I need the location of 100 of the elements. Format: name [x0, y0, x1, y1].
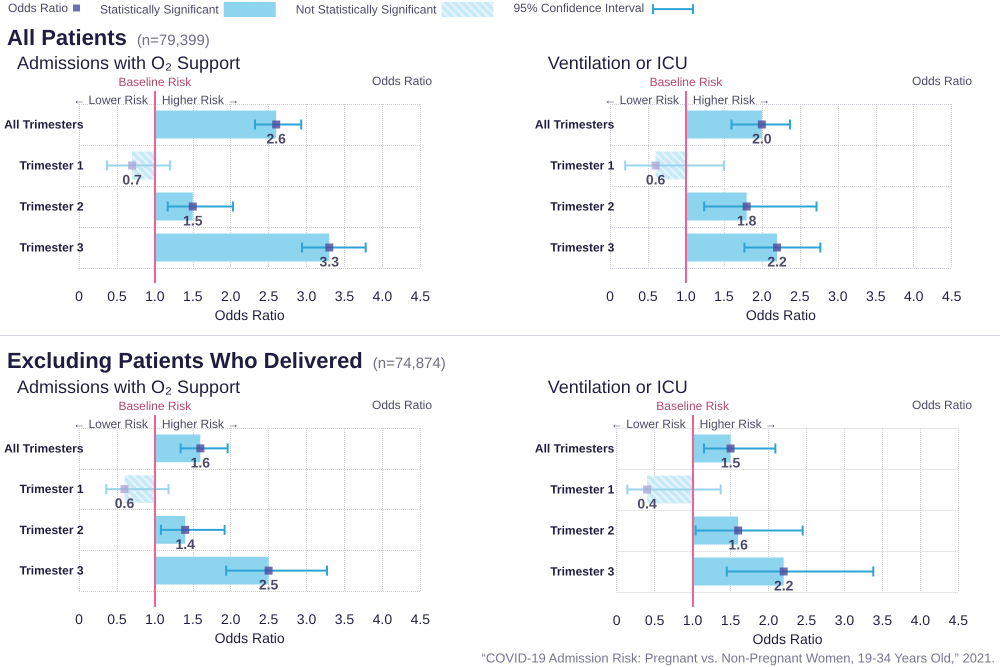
data-label: 0.6 — [114, 495, 134, 512]
ref-line-label: Baseline Risk — [650, 75, 724, 89]
point — [780, 568, 788, 576]
point — [196, 444, 204, 452]
x-tick-label: 0 — [75, 611, 84, 627]
text: All Patients — [7, 25, 127, 50]
text: Odds Ratio — [912, 74, 972, 89]
data-label: 1.5 — [183, 212, 203, 228]
data-label: 2.5 — [258, 576, 279, 593]
legend-label: Statistically Significant — [100, 2, 220, 16]
x-tick-label: 2.0 — [752, 288, 772, 304]
data-label: 0.4 — [637, 496, 658, 512]
y-tick-label: All Trimesters — [534, 118, 615, 132]
data-label: 2.6 — [266, 130, 286, 146]
x-tick-label: 2.0 — [758, 612, 778, 628]
chart-title: Ventilation or ICU — [548, 53, 688, 73]
x-tick-label: 0 — [75, 288, 84, 304]
annotation: ← Lower Risk — [73, 417, 148, 432]
x-tick-label: 0.5 — [107, 611, 127, 627]
data-label: 0.6 — [646, 172, 666, 188]
x-tick-label: 0 — [606, 288, 614, 304]
x-tick-label: 3.0 — [296, 611, 316, 627]
data-label: 1.6 — [190, 454, 210, 470]
point — [726, 444, 735, 452]
annotation: Higher Risk → — [692, 93, 770, 108]
y-tick-label: All Trimesters — [534, 442, 615, 456]
text: Odds Ratio — [372, 74, 432, 89]
legend-label: Odds Ratio — [8, 1, 68, 15]
text: (n=74,874) — [372, 355, 446, 372]
x-axis-title: Odds Ratio — [746, 307, 816, 323]
annotation: ← Lower Risk — [73, 93, 148, 108]
x-tick-label: 0.5 — [644, 612, 665, 628]
y-tick-label: All Trimesters — [4, 118, 84, 132]
x-tick-label: 2.0 — [220, 611, 241, 627]
x-tick-label: 4.5 — [948, 612, 968, 628]
x-tick-label: 4.0 — [372, 611, 392, 627]
x-tick-label: 3.5 — [334, 611, 354, 627]
data-label: 1.5 — [720, 454, 741, 470]
text: “COVID-19 Admission Risk: Pregnant vs. Non-Pregnant Women, 19-34 Years Old,” 2021. — [481, 650, 995, 666]
point — [758, 120, 766, 128]
x-tick-label: 1.0 — [145, 288, 165, 304]
y-tick-label: Trimester 3 — [19, 564, 84, 578]
x-tick-label: 3.5 — [866, 288, 886, 304]
x-tick-label: 2.0 — [220, 288, 241, 304]
x-tick-label: 1.0 — [145, 611, 165, 627]
x-tick-label: 3.5 — [334, 288, 354, 304]
y-tick-label: Trimester 2 — [550, 200, 615, 214]
y-tick-label: Trimester 3 — [550, 564, 615, 578]
data-label: 1.4 — [175, 536, 196, 552]
text: 95% Confidence Interval — [513, 1, 644, 16]
point — [643, 486, 652, 494]
x-tick-label: 1.0 — [682, 612, 703, 628]
x-tick-label: 4.0 — [910, 612, 930, 628]
x-tick-label: 4.0 — [904, 288, 924, 304]
data-label: 3.3 — [320, 254, 340, 270]
y-tick-label: Trimester 1 — [19, 158, 84, 172]
chart-title: Admissions with O₂ Support — [17, 377, 240, 397]
point — [188, 202, 197, 210]
y-tick-label: Trimester 1 — [550, 158, 615, 172]
y-tick-label: Trimester 2 — [550, 524, 615, 538]
y-tick-label: Trimester 1 — [550, 482, 615, 496]
x-tick-label: 3.0 — [828, 288, 848, 304]
x-tick-label: 1.5 — [714, 288, 734, 304]
x-tick-label: 2.5 — [258, 611, 279, 627]
point — [128, 162, 136, 170]
annotation: ← Lower Risk — [604, 93, 679, 108]
y-tick-label: Trimester 2 — [19, 200, 84, 214]
y-tick-label: All Trimesters — [4, 441, 84, 456]
point — [325, 244, 334, 252]
data-label: 2.0 — [752, 130, 772, 146]
text: Excluding Patients Who Delivered — [7, 348, 363, 373]
ref-line-label: Baseline Risk — [656, 399, 730, 413]
annotation: Higher Risk → — [162, 93, 240, 108]
x-tick-label: 2.5 — [790, 288, 810, 304]
x-tick-label: 4.5 — [410, 288, 430, 304]
x-tick-label: 3.0 — [296, 288, 316, 304]
text: Odds Ratio — [372, 398, 432, 413]
x-tick-label: 3.5 — [872, 612, 892, 628]
data-label: 1.6 — [728, 536, 748, 552]
x-axis-title: Odds Ratio — [214, 630, 285, 646]
text: Odds Ratio — [912, 398, 972, 413]
point — [120, 485, 129, 494]
text: (n=79,399) — [136, 32, 210, 49]
point — [272, 120, 280, 128]
x-tick-label: 1.0 — [676, 288, 696, 304]
legend-label: Not Statistically Significant — [296, 2, 438, 16]
x-tick-label: 1.5 — [183, 611, 203, 627]
point — [652, 162, 660, 170]
point — [734, 526, 742, 534]
data-label: 0.7 — [122, 172, 142, 188]
data-label: 2.2 — [767, 254, 787, 270]
ref-line-label: Baseline Risk — [118, 399, 192, 413]
x-axis-title: Odds Ratio — [752, 631, 823, 647]
x-tick-label: 4.5 — [410, 611, 430, 627]
annotation: Higher Risk → — [162, 417, 240, 432]
y-tick-label: Trimester 3 — [19, 240, 84, 254]
x-tick-label: 1.5 — [183, 288, 203, 304]
x-tick-label: 1.5 — [720, 612, 741, 628]
annotation: Higher Risk → — [700, 417, 777, 432]
annotation: ← Lower Risk — [610, 417, 686, 432]
